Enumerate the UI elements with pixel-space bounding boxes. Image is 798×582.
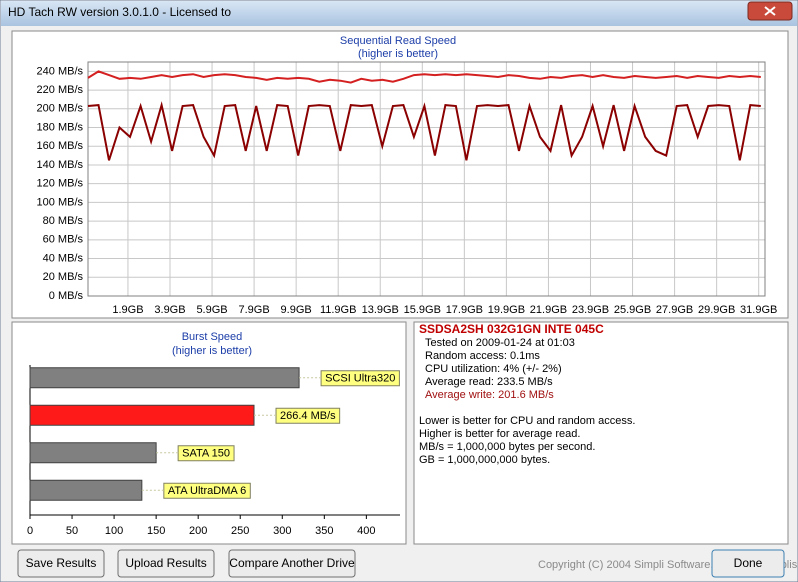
note-line: Higher is better for average read. [419, 428, 580, 440]
bar [29, 479, 143, 501]
x-tick-label: 7.9GB [239, 304, 270, 316]
result-line: Average read: 233.5 MB/s [425, 376, 553, 388]
chart-title: Burst Speed [182, 331, 243, 343]
note-line: MB/s = 1,000,000 bytes per second. [419, 441, 595, 453]
burst-panel [11, 321, 407, 545]
button-bar: Copyright (C) 2004 Simpli Software, Inc.… [17, 549, 798, 578]
y-tick-label: 40 MB/s [43, 252, 84, 264]
y-tick-label: 60 MB/s [43, 234, 84, 246]
x-tick-label: 11.9GB [320, 304, 357, 316]
series-line [87, 70, 761, 84]
x-tick-label: 27.9GB [656, 304, 693, 316]
x-tick-label: 300 [273, 525, 291, 537]
results-text: SSDSA2SH 032G1GN INTE 045C Tested on 200… [419, 322, 635, 466]
x-tick-label: 29.9GB [698, 304, 735, 316]
bar-label: SCSI Ultra320 [325, 373, 395, 385]
plot-frame [87, 61, 766, 297]
button-label[interactable]: Compare Another Drive [229, 556, 355, 570]
button-label[interactable]: Upload Results [125, 556, 206, 570]
chart-title: Sequential Read Speed [340, 35, 456, 47]
burst-chart: Burst Speed (higher is better) 0 50 100 150… [27, 331, 400, 537]
read-chart: Sequential Read Speed (higher is better)… [37, 35, 778, 316]
y-tick-label: 200 MB/s [37, 103, 84, 115]
y-tick-label: 180 MB/s [37, 121, 84, 133]
bar [29, 367, 300, 389]
button[interactable] [117, 549, 215, 578]
info-panel [413, 321, 789, 545]
x-tick-label: 350 [315, 525, 333, 537]
bar [29, 442, 157, 464]
x-tick-label: 15.9GB [404, 304, 441, 316]
x-tick-label: 9.9GB [281, 304, 312, 316]
x-tick-label: 21.9GB [530, 304, 567, 316]
chart-subtitle: (higher is better) [358, 48, 438, 60]
button[interactable] [711, 549, 785, 578]
x-tick-label: 3.9GB [154, 304, 185, 316]
x-tick-label: 0 [27, 525, 33, 537]
x-tick-label: 25.9GB [614, 304, 651, 316]
x-tick-label: 100 [105, 525, 123, 537]
title-bar [1, 1, 797, 26]
bar-label: ATA UltraDMA 6 [168, 485, 246, 497]
button-label[interactable]: Done [734, 556, 763, 570]
close-icon [764, 6, 776, 16]
button[interactable] [228, 549, 356, 578]
series-line [87, 101, 761, 161]
y-tick-label: 80 MB/s [43, 215, 84, 227]
note-line: Lower is better for CPU and random acces… [419, 415, 635, 427]
y-tick-label: 160 MB/s [37, 140, 84, 152]
x-tick-label: 50 [66, 525, 78, 537]
button-label[interactable]: Save Results [26, 556, 97, 570]
result-line: CPU utilization: 4% (+/- 2%) [425, 363, 562, 375]
bar [29, 404, 255, 426]
bar-label: SATA 150 [182, 448, 230, 460]
y-tick-label: 100 MB/s [37, 196, 84, 208]
bar-label: 266.4 MB/s [280, 410, 336, 422]
x-tick-label: 23.9GB [572, 304, 609, 316]
x-tick-label: 17.9GB [446, 304, 483, 316]
y-tick-label: 20 MB/s [43, 271, 84, 283]
x-tick-label: 150 [147, 525, 165, 537]
x-tick-label: 31.9GB [740, 304, 777, 316]
x-tick-label: 13.9GB [362, 304, 399, 316]
result-line: Random access: 0.1ms [425, 350, 540, 362]
x-tick-label: 200 [189, 525, 207, 537]
note-line: GB = 1,000,000,000 bytes. [419, 454, 550, 466]
x-tick-label: 1.9GB [112, 304, 143, 316]
result-line: Tested on 2009-01-24 at 01:03 [425, 337, 575, 349]
x-tick-label: 19.9GB [488, 304, 525, 316]
y-tick-label: 0 MB/s [49, 290, 84, 302]
y-tick-label: 140 MB/s [37, 159, 84, 171]
y-tick-label: 240 MB/s [37, 65, 84, 77]
x-tick-label: 400 [357, 525, 375, 537]
x-tick-label: 250 [231, 525, 249, 537]
y-tick-label: 120 MB/s [37, 178, 84, 190]
device-name: SSDSA2SH 032G1GN INTE 045C [419, 322, 604, 336]
y-tick-label: 220 MB/s [37, 84, 84, 96]
window-title: HD Tach RW version 3.0.1.0 - Licensed to [8, 5, 231, 19]
button[interactable] [17, 549, 105, 578]
x-tick-label: 5.9GB [196, 304, 227, 316]
result-line: Average write: 201.6 MB/s [425, 389, 554, 401]
chart-subtitle: (higher is better) [172, 345, 252, 357]
